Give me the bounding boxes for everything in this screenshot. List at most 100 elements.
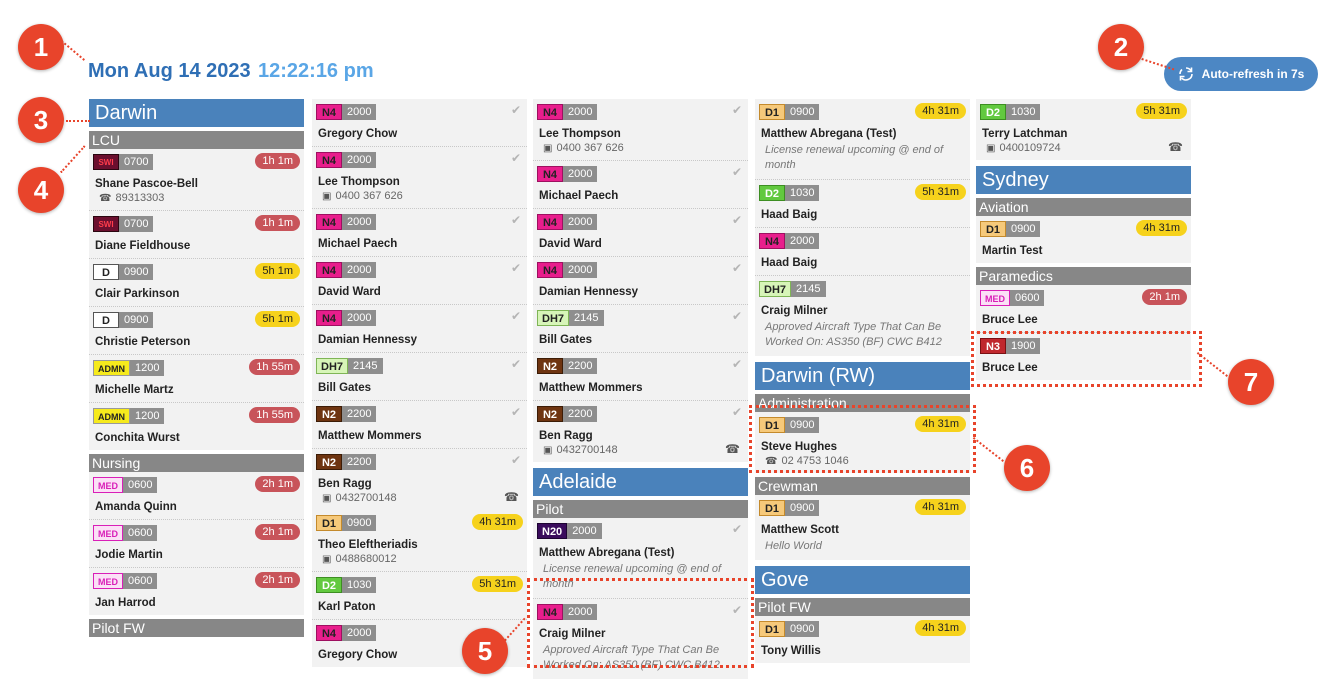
shift-card[interactable]: N4 2000 ✔ Lee Thompson ▣ 0400 367 626 [312,146,527,208]
callout-5: 5 [462,628,508,674]
group-header-aviation: Aviation [976,198,1191,216]
shift-start-time: 2200 [563,358,598,374]
shift-card[interactable]: N2 2200 ✔ Ben Ragg ▣ 0432700148 ☎ [533,400,748,462]
shift-card[interactable]: DH7 2145 ✔ Bill Gates [312,352,527,400]
shift-card-header: MED 0600 [976,285,1191,308]
shift-start-time: 2000 [563,166,598,182]
shift-card[interactable]: N4 2000 ✔ Gregory Chow [312,99,527,146]
shift-start-time: 0900 [119,312,154,328]
shift-start-time: 0600 [123,525,158,541]
shift-card-header: D1 0900 [755,99,970,122]
shift-card[interactable]: ADMN 1200 1h 55m Conchita Wurst [89,402,304,450]
shift-card[interactable]: DH7 2145 Craig Milner Approved Aircraft Typ… [755,275,970,356]
card-list-administration: D1 0900 4h 31m Steve Hughes ☎ 02 4753 1046 [755,412,970,473]
shift-card[interactable]: MED 0600 2h 1m Amanda Quinn [89,472,304,519]
shift-code-tag: N4 [316,262,342,278]
shift-card[interactable]: D2 1030 5h 31m Karl Paton [312,571,527,619]
phone-number-text: 0432700148 [335,492,397,504]
callout-line-4 [60,145,86,174]
shift-card[interactable]: D 0900 5h 1m Christie Peterson [89,306,304,354]
check-icon: ✔ [731,357,742,371]
shift-card-header: N2 2200 [533,401,748,424]
shift-card[interactable]: N20 2000 ✔ Matthew Abregana (Test) License r… [533,518,748,598]
shift-card[interactable]: D2 1030 5h 31m Haad Baig [755,179,970,227]
shift-card[interactable]: MED 0600 2h 1m Jan Harrod [89,567,304,615]
shift-card[interactable]: D1 0900 4h 31m Theo Eleftheriadis ▣ 048868001… [312,510,527,571]
shift-card[interactable]: SWI 0700 1h 1m Shane Pascoe-Bell ☎ 89313303 [89,149,304,210]
staff-name: Michelle Martz [95,384,174,396]
call-icon[interactable]: ☎ [725,442,740,456]
shift-code-tag: MED [93,525,123,541]
shift-start-time: 0900 [342,515,377,531]
time-remaining-badge: 5h 1m [255,263,300,279]
shift-code-tag: MED [980,290,1010,306]
shift-card[interactable]: D 0900 5h 1m Clair Parkinson [89,258,304,306]
shift-card[interactable]: D1 0900 4h 31m Tony Willis [755,616,970,663]
group-header-gove-pilot-fw: Pilot FW [755,598,970,616]
phone-number[interactable]: ☎ 02 4753 1046 [755,455,970,467]
shift-card-header: N4 2000 [312,99,527,122]
phone-number[interactable]: ▣ 0400109724 [976,142,1191,154]
region-header-darwin: Darwin [89,99,304,127]
shift-card[interactable]: N4 2000 Haad Baig [755,227,970,275]
shift-start-time: 2000 [342,104,377,120]
staff-name: Tony Willis [761,645,821,657]
phone-number[interactable]: ▣ 0400 367 626 [312,190,527,202]
phone-number[interactable]: ▣ 0432700148 [312,492,527,504]
shift-card[interactable]: D2 1030 5h 31m Terry Latchman ▣ 0400109724 ☎ [976,99,1191,160]
shift-card[interactable]: N4 2000 ✔ Damian Hennessy [533,256,748,304]
time-remaining-badge: 5h 31m [472,576,523,592]
shift-card[interactable]: N2 2200 ✔ Matthew Mommers [533,352,748,400]
shift-start-time: 1200 [130,360,165,376]
shift-card[interactable]: N2 2200 ✔ Matthew Mommers [312,400,527,448]
shift-start-time: 2200 [342,406,377,422]
shift-card-header: DH7 2145 [533,305,748,328]
shift-card[interactable]: MED 0600 2h 1m Bruce Lee [976,285,1191,332]
shift-card[interactable]: D1 0900 4h 31m Martin Test [976,216,1191,263]
highlight-box-6 [749,405,976,473]
phone-number[interactable]: ▣ 0488680012 [312,553,527,565]
staff-name: Craig Milner [761,305,828,317]
shift-start-time: 1030 [342,577,377,593]
auto-refresh-button[interactable]: Auto-refresh in 7s [1164,57,1318,91]
shift-card[interactable]: D1 0900 4h 31m Steve Hughes ☎ 02 4753 1046 [755,412,970,473]
column-2: N4 2000 ✔ Gregory Chow N4 2000 ✔ Lee Thompson ▣ 0… [312,99,527,667]
staff-name: Matthew Mommers [318,430,422,442]
mobile-icon: ▣ [322,554,332,565]
phone-number[interactable]: ▣ 0432700148 [533,444,748,456]
shift-card[interactable]: ADMN 1200 1h 55m Michelle Martz [89,354,304,402]
shift-card[interactable]: N4 2000 ✔ David Ward [533,208,748,256]
call-icon[interactable]: ☎ [1168,140,1183,154]
shift-card-header: MED 0600 [89,472,304,495]
highlight-box-5 [527,578,754,668]
check-icon: ✔ [510,357,521,371]
shift-card[interactable]: MED 0600 2h 1m Jodie Martin [89,519,304,567]
shift-code-tag: N2 [316,406,342,422]
shift-code-tag: N4 [537,214,563,230]
shift-card[interactable]: N3 1900 Bruce Lee [976,332,1191,380]
shift-card[interactable]: N4 2000 ✔ Damian Hennessy [312,304,527,352]
shift-card-header: D1 0900 [755,412,970,435]
phone-number[interactable]: ▣ 0400 367 626 [533,142,748,154]
shift-code-tag: N20 [537,523,568,539]
check-icon: ✔ [510,405,521,419]
shift-card[interactable]: N4 2000 ✔ Michael Paech [533,160,748,208]
shift-card[interactable]: D1 0900 4h 31m Matthew Scott Hello World [755,495,970,560]
shift-card[interactable]: N4 2000 ✔ David Ward [312,256,527,304]
shift-start-time: 2145 [569,310,604,326]
shift-card[interactable]: D1 0900 4h 31m Matthew Abregana (Test) Licen… [755,99,970,179]
shift-start-time: 2000 [342,152,377,168]
shift-card[interactable]: SWI 0700 1h 1m Diane Fieldhouse [89,210,304,258]
staff-name: Theo Eleftheriadis [318,539,418,551]
shift-card-header: N2 2200 [533,353,748,376]
shift-card-header: N4 2000 [533,209,748,232]
shift-card[interactable]: N4 2000 ✔ Lee Thompson ▣ 0400 367 626 [533,99,748,160]
phone-number[interactable]: ☎ 89313303 [89,192,304,204]
shift-card-header: MED 0600 [89,520,304,543]
shift-card[interactable]: N4 2000 ✔ Michael Paech [312,208,527,256]
call-icon[interactable]: ☎ [504,490,519,504]
region-header-sydney: Sydney [976,166,1191,194]
callout-7: 7 [1228,359,1274,405]
shift-card[interactable]: DH7 2145 ✔ Bill Gates [533,304,748,352]
shift-card[interactable]: N2 2200 ✔ Ben Ragg ▣ 0432700148 ☎ [312,448,527,510]
